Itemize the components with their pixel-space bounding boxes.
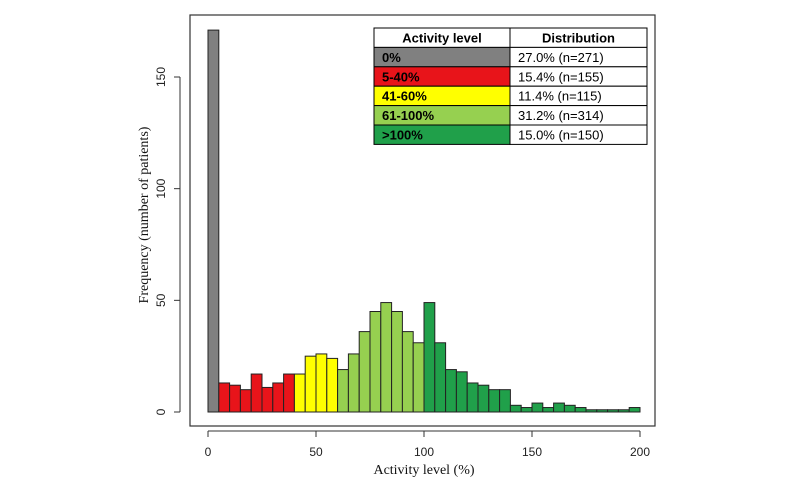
- histogram-bar: [585, 409, 598, 413]
- histogram-bar: [337, 369, 349, 413]
- histogram-bar: [250, 373, 263, 413]
- histogram-bar: [596, 409, 609, 413]
- legend-level-label: >100%: [382, 128, 423, 143]
- histogram-bar: [434, 342, 447, 413]
- histogram-bar: [272, 382, 285, 413]
- y-tick-label: 0: [154, 408, 168, 415]
- legend-value-cell: [509, 124, 648, 145]
- legend-distribution-value: 15.0% (n=150): [518, 128, 604, 143]
- histogram-bar: [380, 302, 393, 413]
- histogram-bar: [207, 29, 220, 413]
- histogram-bar: [391, 311, 403, 413]
- x-tick-label: 50: [309, 445, 323, 459]
- histogram-bar: [542, 407, 555, 413]
- x-tick-label: 100: [414, 445, 434, 459]
- histogram-bar: [466, 382, 479, 413]
- histogram-bar: [455, 371, 468, 413]
- axes-group: 0 50 100 150 200 0 50 100 150: [154, 67, 650, 459]
- histogram-bar: [520, 407, 533, 413]
- histogram-bar: [369, 311, 382, 413]
- histogram-bar: [607, 409, 619, 413]
- plot-frame: [189, 14, 656, 427]
- legend-distribution-value: 11.4% (n=115): [518, 89, 602, 104]
- histogram-bar: [283, 373, 295, 413]
- histogram-bar: [347, 353, 360, 413]
- histogram-bar: [315, 353, 328, 413]
- y-tick-label: 50: [154, 293, 168, 307]
- histogram-bar: [477, 384, 490, 413]
- y-tick-label: 100: [154, 178, 168, 198]
- histogram-bar: [229, 384, 241, 413]
- histogram-bar: [423, 302, 436, 413]
- histogram-bar: [293, 373, 306, 413]
- histogram-bar: [488, 389, 501, 413]
- legend-header-level: Activity level: [402, 31, 482, 46]
- legend-distribution-value: 15.4% (n=155): [518, 69, 604, 84]
- legend-table: Activity level Distribution 0% 27.0% (n=271…: [373, 27, 648, 145]
- histogram-bar: [499, 389, 511, 413]
- histogram-bar: [326, 357, 339, 413]
- histogram-bar: [358, 331, 371, 413]
- legend-header-distribution: Distribution: [542, 31, 615, 46]
- histogram-bar: [617, 409, 630, 413]
- legend-distribution-value: 27.0% (n=271): [518, 50, 604, 65]
- bars-group: [207, 29, 641, 413]
- legend-distribution-value: 31.2% (n=314): [518, 108, 604, 123]
- histogram-bar: [628, 407, 641, 413]
- y-axis-title: Frequency (number of patients): [137, 126, 152, 303]
- histogram-bar: [574, 407, 587, 413]
- histogram-bar: [304, 355, 317, 413]
- legend-level-label: 41-60%: [382, 89, 427, 104]
- legend-level-label: 61-100%: [382, 108, 434, 123]
- x-axis-title: Activity level (%): [373, 463, 474, 478]
- legend-level-label: 5-40%: [382, 69, 420, 84]
- histogram-bar: [218, 382, 231, 413]
- histogram-bar: [531, 402, 544, 413]
- histogram-bar: [445, 369, 457, 413]
- histogram-bar: [401, 331, 414, 413]
- histogram-bar: [239, 389, 252, 413]
- histogram-bar: [412, 342, 425, 413]
- x-tick-label: 200: [630, 445, 650, 459]
- legend-level-label: 0%: [382, 50, 401, 65]
- x-tick-label: 150: [522, 445, 542, 459]
- histogram-bar: [509, 404, 522, 413]
- histogram-bar: [261, 386, 274, 413]
- histogram-bar: [553, 402, 565, 413]
- y-tick-label: 150: [154, 67, 168, 87]
- x-tick-label: 0: [205, 445, 212, 459]
- histogram-bar: [563, 404, 576, 413]
